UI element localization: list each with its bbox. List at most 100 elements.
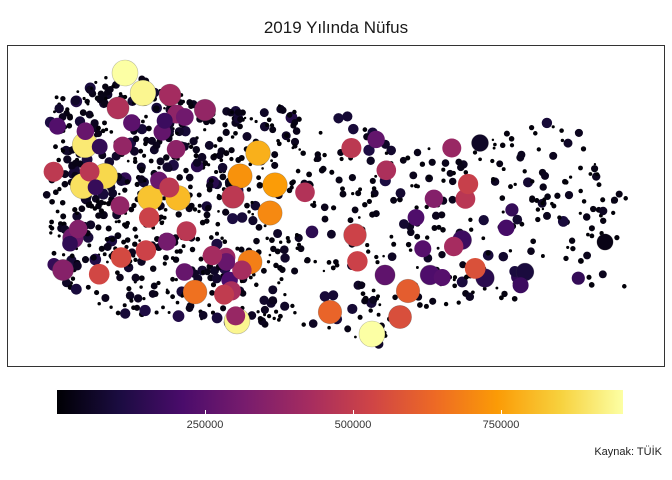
population-bubble [53, 144, 58, 150]
population-bubble [162, 162, 172, 172]
population-bubble [60, 213, 67, 220]
population-bubble [196, 192, 202, 198]
population-bubble [115, 270, 120, 276]
population-bubble [397, 196, 403, 203]
colorbar-legend [57, 390, 623, 414]
population-bubble [163, 154, 170, 161]
population-bubble [69, 219, 88, 239]
population-bubble [254, 119, 258, 124]
population-bubble [458, 173, 479, 195]
legend-tick-mark [353, 410, 354, 414]
population-bubble [570, 245, 576, 252]
population-bubble [277, 281, 281, 285]
population-bubble [234, 108, 242, 116]
population-bubble [457, 163, 465, 172]
population-bubble [259, 295, 269, 305]
population-bubble [549, 151, 558, 160]
population-bubble [230, 135, 235, 139]
population-bubble [598, 206, 608, 216]
population-bubble [237, 116, 244, 123]
population-bubble [298, 148, 302, 151]
population-bubble [501, 210, 505, 214]
population-bubble [110, 196, 130, 216]
population-bubble [82, 96, 86, 101]
population-bubble [358, 320, 386, 348]
population-bubble [61, 180, 69, 188]
population-bubble [321, 215, 329, 223]
population-bubble [242, 132, 252, 141]
population-bubble [535, 216, 541, 223]
population-bubble [260, 267, 267, 274]
population-bubble [166, 140, 186, 159]
population-bubble [61, 145, 71, 156]
population-bubble [149, 265, 157, 272]
population-bubble [389, 234, 394, 239]
population-bubble [88, 263, 110, 285]
population-bubble [405, 155, 411, 161]
population-bubble [436, 224, 442, 230]
population-bubble [333, 113, 344, 124]
population-bubble [140, 119, 145, 124]
population-bubble [208, 117, 216, 125]
population-bubble [313, 259, 317, 264]
population-bubble [88, 203, 95, 209]
population-bubble [540, 201, 545, 206]
population-bubble [102, 83, 109, 90]
population-bubble [158, 232, 176, 251]
population-bubble [326, 229, 336, 239]
population-bubble [571, 271, 585, 285]
population-bubble [253, 237, 260, 245]
population-bubble [150, 282, 158, 290]
population-bubble [110, 247, 132, 268]
population-bubble [268, 253, 272, 257]
population-bubble [369, 295, 378, 304]
population-bubble [344, 325, 352, 333]
population-bubble [94, 129, 103, 138]
population-bubble [371, 186, 377, 191]
population-bubble [195, 236, 201, 242]
population-bubble [528, 124, 535, 131]
population-bubble [113, 136, 132, 156]
population-bubble [243, 116, 247, 120]
population-bubble [142, 296, 146, 301]
population-bubble [222, 122, 228, 128]
population-bubble [277, 318, 281, 322]
population-bubble [429, 297, 437, 305]
population-bubble [138, 275, 145, 282]
population-bubble [56, 157, 61, 163]
population-bubble [586, 274, 592, 280]
population-bubble [413, 183, 419, 189]
population-bubble [265, 123, 270, 127]
population-bubble [104, 127, 109, 132]
population-bubble [319, 291, 331, 302]
population-bubble [49, 231, 53, 235]
population-bubble [523, 177, 533, 188]
population-bubble [268, 296, 277, 305]
population-bubble [222, 128, 230, 137]
population-bubble [327, 325, 331, 330]
population-bubble [347, 303, 358, 314]
population-bubble [314, 154, 322, 163]
population-bubble [215, 151, 224, 160]
population-bubble [204, 218, 210, 224]
population-bubble [374, 174, 378, 178]
population-bubble [369, 177, 376, 184]
population-bubble [203, 211, 211, 219]
population-bubble [278, 104, 281, 108]
population-bubble [158, 83, 182, 107]
population-bubble [63, 155, 72, 164]
population-bubble [156, 157, 165, 166]
population-bubble [228, 147, 235, 154]
population-bubble [115, 310, 121, 316]
population-bubble [427, 147, 431, 151]
population-bubble [247, 311, 257, 320]
population-bubble [206, 181, 214, 190]
population-bubble [443, 301, 449, 307]
colorbar-gradient [57, 390, 623, 414]
population-bubble [611, 210, 616, 216]
population-bubble [57, 234, 61, 238]
population-bubble [499, 142, 506, 149]
population-bubble [263, 313, 267, 317]
population-bubble [193, 153, 199, 159]
population-bubble [55, 209, 60, 214]
